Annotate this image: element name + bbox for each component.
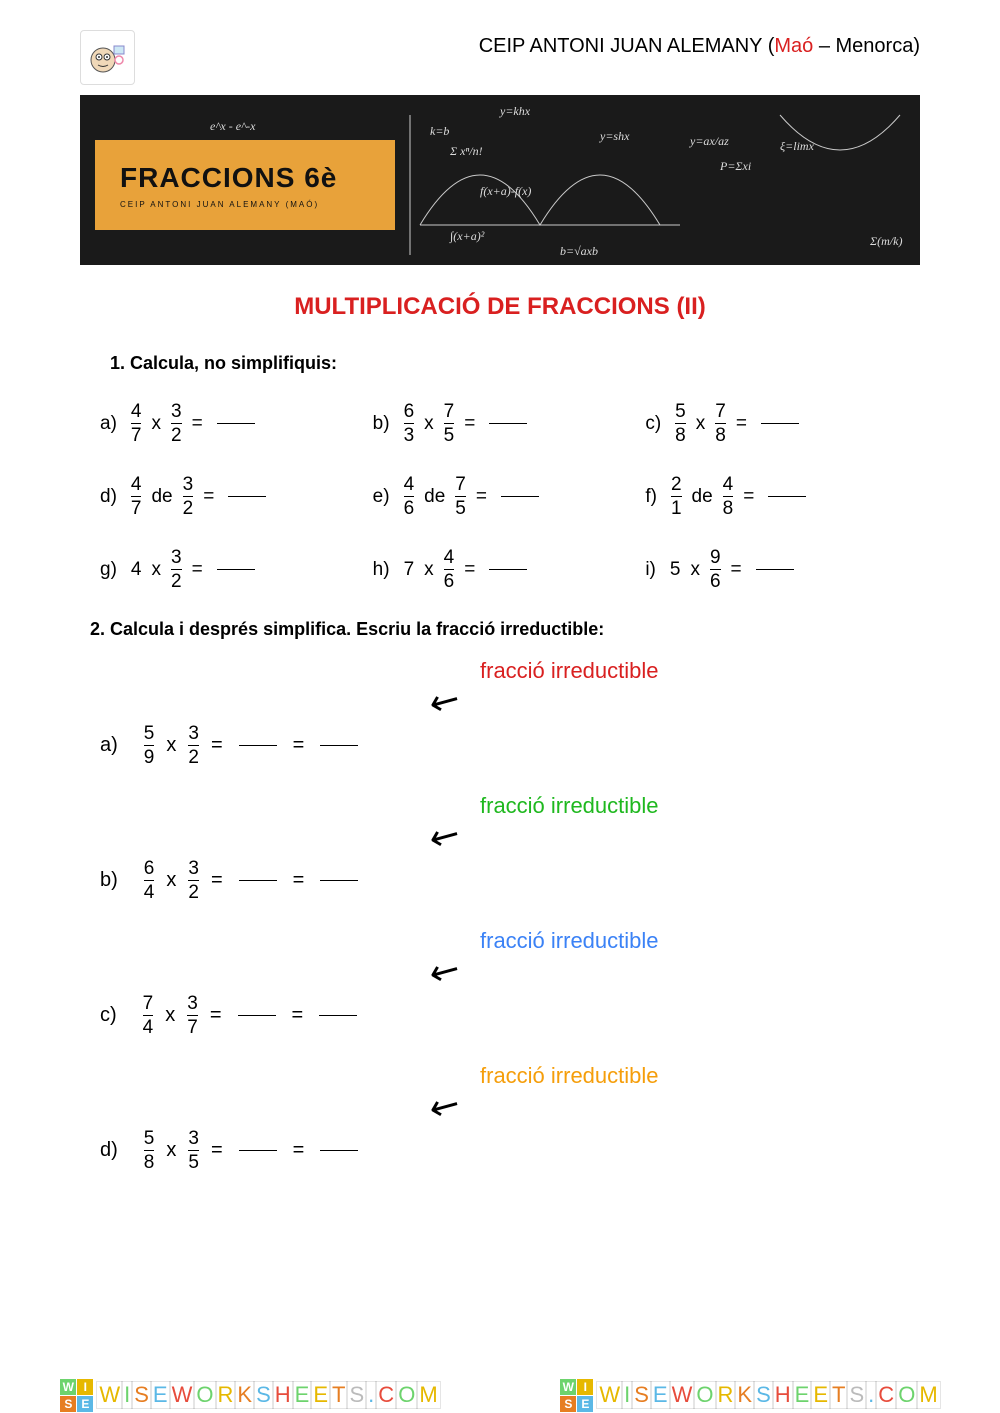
- exercise-label: c): [645, 413, 661, 435]
- simplify-exercise-d: fracció irreductible↙d)58x35==: [100, 1057, 920, 1192]
- operator: x: [151, 559, 161, 581]
- arrow-icon: ↙: [422, 945, 469, 996]
- svg-text:f(x+a)-f(x): f(x+a)-f(x): [480, 184, 531, 198]
- answer-blank-2[interactable]: [320, 1150, 358, 1151]
- answer-blank[interactable]: [228, 496, 266, 497]
- school-name: CEIP ANTONI JUAN ALEMANY (Maó – Menorca): [135, 30, 920, 58]
- operator: x: [696, 413, 706, 435]
- svg-text:b=√axb: b=√axb: [560, 244, 598, 258]
- irreducible-tag: fracció irreductible: [480, 793, 659, 819]
- exercise-label: d): [100, 486, 117, 508]
- svg-text:e^x - e^-x: e^x - e^-x: [210, 119, 256, 133]
- footer-watermark: WISEWISEWORKSHEETS.COMWISEWISEWORKSHEETS…: [0, 1377, 1000, 1413]
- exercise-b: b)63x75=: [373, 402, 638, 445]
- operator: x: [424, 559, 434, 581]
- exercise-label: d): [100, 1139, 118, 1162]
- exercise-h: h)7x46=: [373, 548, 638, 591]
- exercise-label: b): [100, 869, 118, 892]
- exercise-label: a): [100, 734, 118, 757]
- answer-blank-1[interactable]: [238, 1015, 276, 1016]
- answer-blank[interactable]: [489, 569, 527, 570]
- operator: de: [151, 486, 172, 508]
- page-header: CEIP ANTONI JUAN ALEMANY (Maó – Menorca): [80, 30, 920, 85]
- exercise-g: g)4x32=: [100, 548, 365, 591]
- banner-title: FRACCIONS 6è: [120, 162, 395, 194]
- operator: x: [424, 413, 434, 435]
- exercise-label: i): [645, 559, 656, 581]
- section1-instruction: 1. Calcula, no simplifiquis:: [110, 353, 920, 374]
- svg-text:P=Σxi: P=Σxi: [719, 159, 751, 173]
- answer-blank[interactable]: [756, 569, 794, 570]
- answer-blank[interactable]: [501, 496, 539, 497]
- answer-blank-2[interactable]: [320, 880, 358, 881]
- exercise-i: i)5x96=: [645, 548, 910, 591]
- wise-logo-icon: WISE: [60, 1379, 93, 1412]
- simplify-exercise-b: fracció irreductible↙b)64x32==: [100, 787, 920, 922]
- exercise-label: b): [373, 413, 390, 435]
- exercise-label: c): [100, 1004, 117, 1027]
- svg-text:y=shx: y=shx: [599, 129, 630, 143]
- svg-text:ξ=limx: ξ=limx: [780, 139, 815, 153]
- operator: x: [151, 413, 161, 435]
- exercise-label: g): [100, 559, 117, 581]
- banner-title-card: FRACCIONS 6è CEIP ANTONI JUAN ALEMANY (M…: [95, 140, 395, 230]
- exercise-c: c)58x78=: [645, 402, 910, 445]
- svg-text:Σ xⁿ/n!: Σ xⁿ/n!: [449, 144, 483, 158]
- operator: de: [692, 486, 713, 508]
- svg-text:Σ(m/k): Σ(m/k): [869, 234, 902, 248]
- exercise-label: e): [373, 486, 390, 508]
- section2-instruction: 2. Calcula i després simplifica. Escriu …: [90, 619, 920, 640]
- simplify-exercise-c: fracció irreductible↙c)74x37==: [100, 922, 920, 1057]
- irreducible-tag: fracció irreductible: [480, 928, 659, 954]
- avatar-icon: [80, 30, 135, 85]
- answer-blank-2[interactable]: [319, 1015, 357, 1016]
- exercise-d: d)47de32=: [100, 475, 365, 518]
- irreducible-tag: fracció irreductible: [480, 1063, 659, 1089]
- operator: x: [690, 559, 700, 581]
- wise-logo-icon: WISE: [560, 1379, 593, 1412]
- answer-blank-1[interactable]: [239, 1150, 277, 1151]
- answer-blank-1[interactable]: [239, 745, 277, 746]
- answer-blank[interactable]: [768, 496, 806, 497]
- exercise-label: a): [100, 413, 117, 435]
- exercise-label: h): [373, 559, 390, 581]
- main-title: MULTIPLICACIÓ DE FRACCIONS (II): [80, 293, 920, 321]
- banner-subtitle: CEIP ANTONI JUAN ALEMANY (MAÓ): [120, 200, 395, 209]
- answer-blank[interactable]: [761, 423, 799, 424]
- answer-blank[interactable]: [217, 569, 255, 570]
- answer-blank[interactable]: [489, 423, 527, 424]
- irreducible-tag: fracció irreductible: [480, 658, 659, 684]
- arrow-icon: ↙: [422, 1080, 469, 1131]
- footer-text: WISEWORKSHEETS.COM: [597, 1381, 939, 1409]
- exercise-e: e)46de75=: [373, 475, 638, 518]
- banner: y=khx y=shx e^x - e^-x Σ xⁿ/n! f(x+a)-f(x) ∫(…: [80, 95, 920, 265]
- arrow-icon: ↙: [422, 675, 469, 726]
- svg-text:y=khx: y=khx: [499, 104, 531, 118]
- svg-text:y=ax/az: y=ax/az: [689, 134, 729, 148]
- simplify-exercise-a: fracció irreductible↙a)59x32==: [100, 652, 920, 787]
- section1-grid: a)47x32=b)63x75=c)58x78= d)47de32=e)46de7…: [100, 402, 910, 591]
- footer-text: WISEWORKSHEETS.COM: [97, 1381, 439, 1409]
- answer-blank[interactable]: [217, 423, 255, 424]
- svg-text:k=b: k=b: [430, 124, 449, 138]
- exercise-a: a)47x32=: [100, 402, 365, 445]
- operator: de: [424, 486, 445, 508]
- section2-container: fracció irreductible↙a)59x32==fracció ir…: [80, 652, 920, 1192]
- arrow-icon: ↙: [422, 810, 469, 861]
- exercise-label: f): [645, 486, 657, 508]
- svg-text:∫(x+a)²: ∫(x+a)²: [449, 229, 485, 243]
- answer-blank-1[interactable]: [239, 880, 277, 881]
- exercise-f: f)21de48=: [645, 475, 910, 518]
- answer-blank-2[interactable]: [320, 745, 358, 746]
